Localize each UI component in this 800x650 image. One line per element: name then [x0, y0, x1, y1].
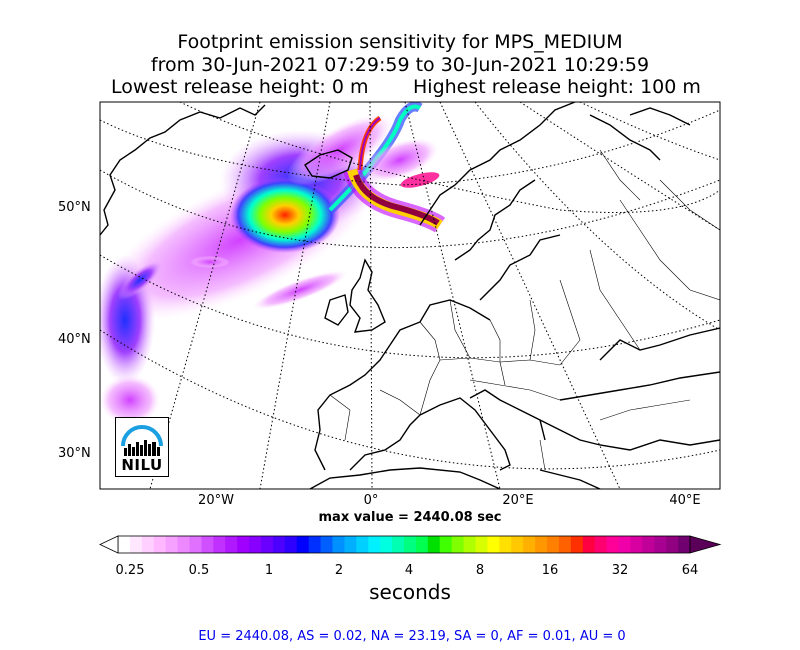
- colorbar-swatch: [558, 536, 572, 553]
- lon-label-20e: 20°E: [502, 493, 534, 508]
- colorbar-swatch: [392, 536, 405, 553]
- colorbar-swatch: [535, 536, 548, 553]
- colorbar-swatch: [213, 536, 226, 553]
- colorbar-swatch: [439, 536, 453, 553]
- lon-label-20w: 20°W: [198, 493, 234, 508]
- colorbar-min-arrow: [99, 535, 119, 554]
- colorbar-tick-label: 2: [334, 563, 344, 578]
- lat-label-50n: 50°N: [58, 200, 91, 215]
- colorbar-swatch: [582, 536, 596, 553]
- colorbar-swatch: [463, 536, 477, 553]
- colorbar-swatch: [284, 536, 298, 553]
- colorbar-swatch: [261, 536, 274, 553]
- colorbar-swatch: [118, 536, 131, 553]
- colorbar-swatch: [201, 536, 214, 553]
- colorbar-swatch: [225, 536, 238, 553]
- colorbar-swatch: [427, 536, 441, 553]
- colorbar-swatch: [606, 536, 620, 553]
- footprint-plume: [100, 102, 446, 425]
- lon-label-0: 0°: [363, 493, 379, 508]
- colorbar-swatch: [570, 536, 584, 553]
- colorbar-tick-label: 4: [404, 563, 414, 578]
- colorbar-swatch: [404, 536, 417, 553]
- max-value-label: max value = 2440.08 sec: [318, 510, 502, 525]
- colorbar-swatch: [630, 536, 643, 553]
- colorbar: [117, 535, 691, 554]
- title-highest-release: Highest release height: 100 m: [413, 76, 701, 98]
- colorbar-swatch: [594, 536, 608, 553]
- colorbar-swatch: [451, 536, 465, 553]
- colorbar-swatch: [296, 536, 310, 553]
- colorbar-tick-label: 0.5: [188, 563, 210, 578]
- colorbar-swatch: [642, 536, 655, 553]
- colorbar-swatch: [189, 536, 203, 553]
- colorbar-swatch: [165, 536, 179, 553]
- nilu-logo-icon: [121, 425, 163, 456]
- colorbar-swatch: [499, 536, 512, 553]
- colorbar-tick-label: 1: [264, 563, 274, 578]
- colorbar-swatch: [678, 536, 691, 553]
- colorbar-swatch: [618, 536, 632, 553]
- map-frame: [99, 101, 721, 490]
- colorbar-tick-label: 16: [541, 563, 559, 578]
- colorbar-swatch: [177, 536, 191, 553]
- colorbar-swatch: [368, 536, 381, 553]
- colorbar-swatch: [272, 536, 286, 553]
- colorbar-swatch: [332, 536, 346, 553]
- lat-label-30n: 30°N: [58, 446, 91, 461]
- colorbar-swatch: [654, 536, 667, 553]
- nilu-logo: NILU: [115, 417, 169, 477]
- nilu-logo-text: NILU: [121, 456, 163, 474]
- colorbar-units-label: seconds: [369, 580, 451, 604]
- colorbar-tick-label: 0.25: [115, 563, 145, 578]
- colorbar-swatch: [380, 536, 393, 553]
- title-line-2: from 30-Jun-2021 07:29:59 to 30-Jun-2021…: [150, 54, 650, 76]
- region-summary-footer: EU = 2440.08, AS = 0.02, NA = 23.19, SA …: [198, 629, 626, 644]
- colorbar-swatch: [475, 536, 489, 553]
- title-lowest-release: Lowest release height: 0 m: [111, 76, 369, 98]
- colorbar-swatch: [249, 536, 262, 553]
- title-line-1: Footprint emission sensitivity for MPS_M…: [177, 31, 623, 53]
- colorbar-swatch: [320, 536, 334, 553]
- colorbar-swatch: [153, 536, 167, 553]
- colorbar-swatch: [129, 536, 143, 553]
- colorbar-swatch: [666, 536, 679, 553]
- colorbar-swatch: [523, 536, 536, 553]
- colorbar-swatch: [487, 536, 500, 553]
- colorbar-tick-label: 8: [475, 563, 485, 578]
- colorbar-tick-label: 64: [681, 563, 699, 578]
- graticule: [100, 102, 720, 489]
- lat-label-40n: 40°N: [58, 332, 91, 347]
- map-area: [100, 102, 720, 489]
- country-borders: [329, 149, 720, 471]
- colorbar-max-arrow: [689, 535, 722, 554]
- colorbar-swatch: [344, 536, 357, 553]
- colorbar-swatch: [547, 536, 560, 553]
- coastlines: [100, 102, 720, 489]
- colorbar-swatch: [141, 536, 155, 553]
- colorbar-swatch: [415, 536, 429, 553]
- lon-label-40e: 40°E: [669, 493, 701, 508]
- colorbar-swatch: [356, 536, 369, 553]
- colorbar-tick-label: 32: [611, 563, 629, 578]
- colorbar-swatch: [308, 536, 322, 553]
- colorbar-swatch: [511, 536, 524, 553]
- colorbar-swatch: [237, 536, 250, 553]
